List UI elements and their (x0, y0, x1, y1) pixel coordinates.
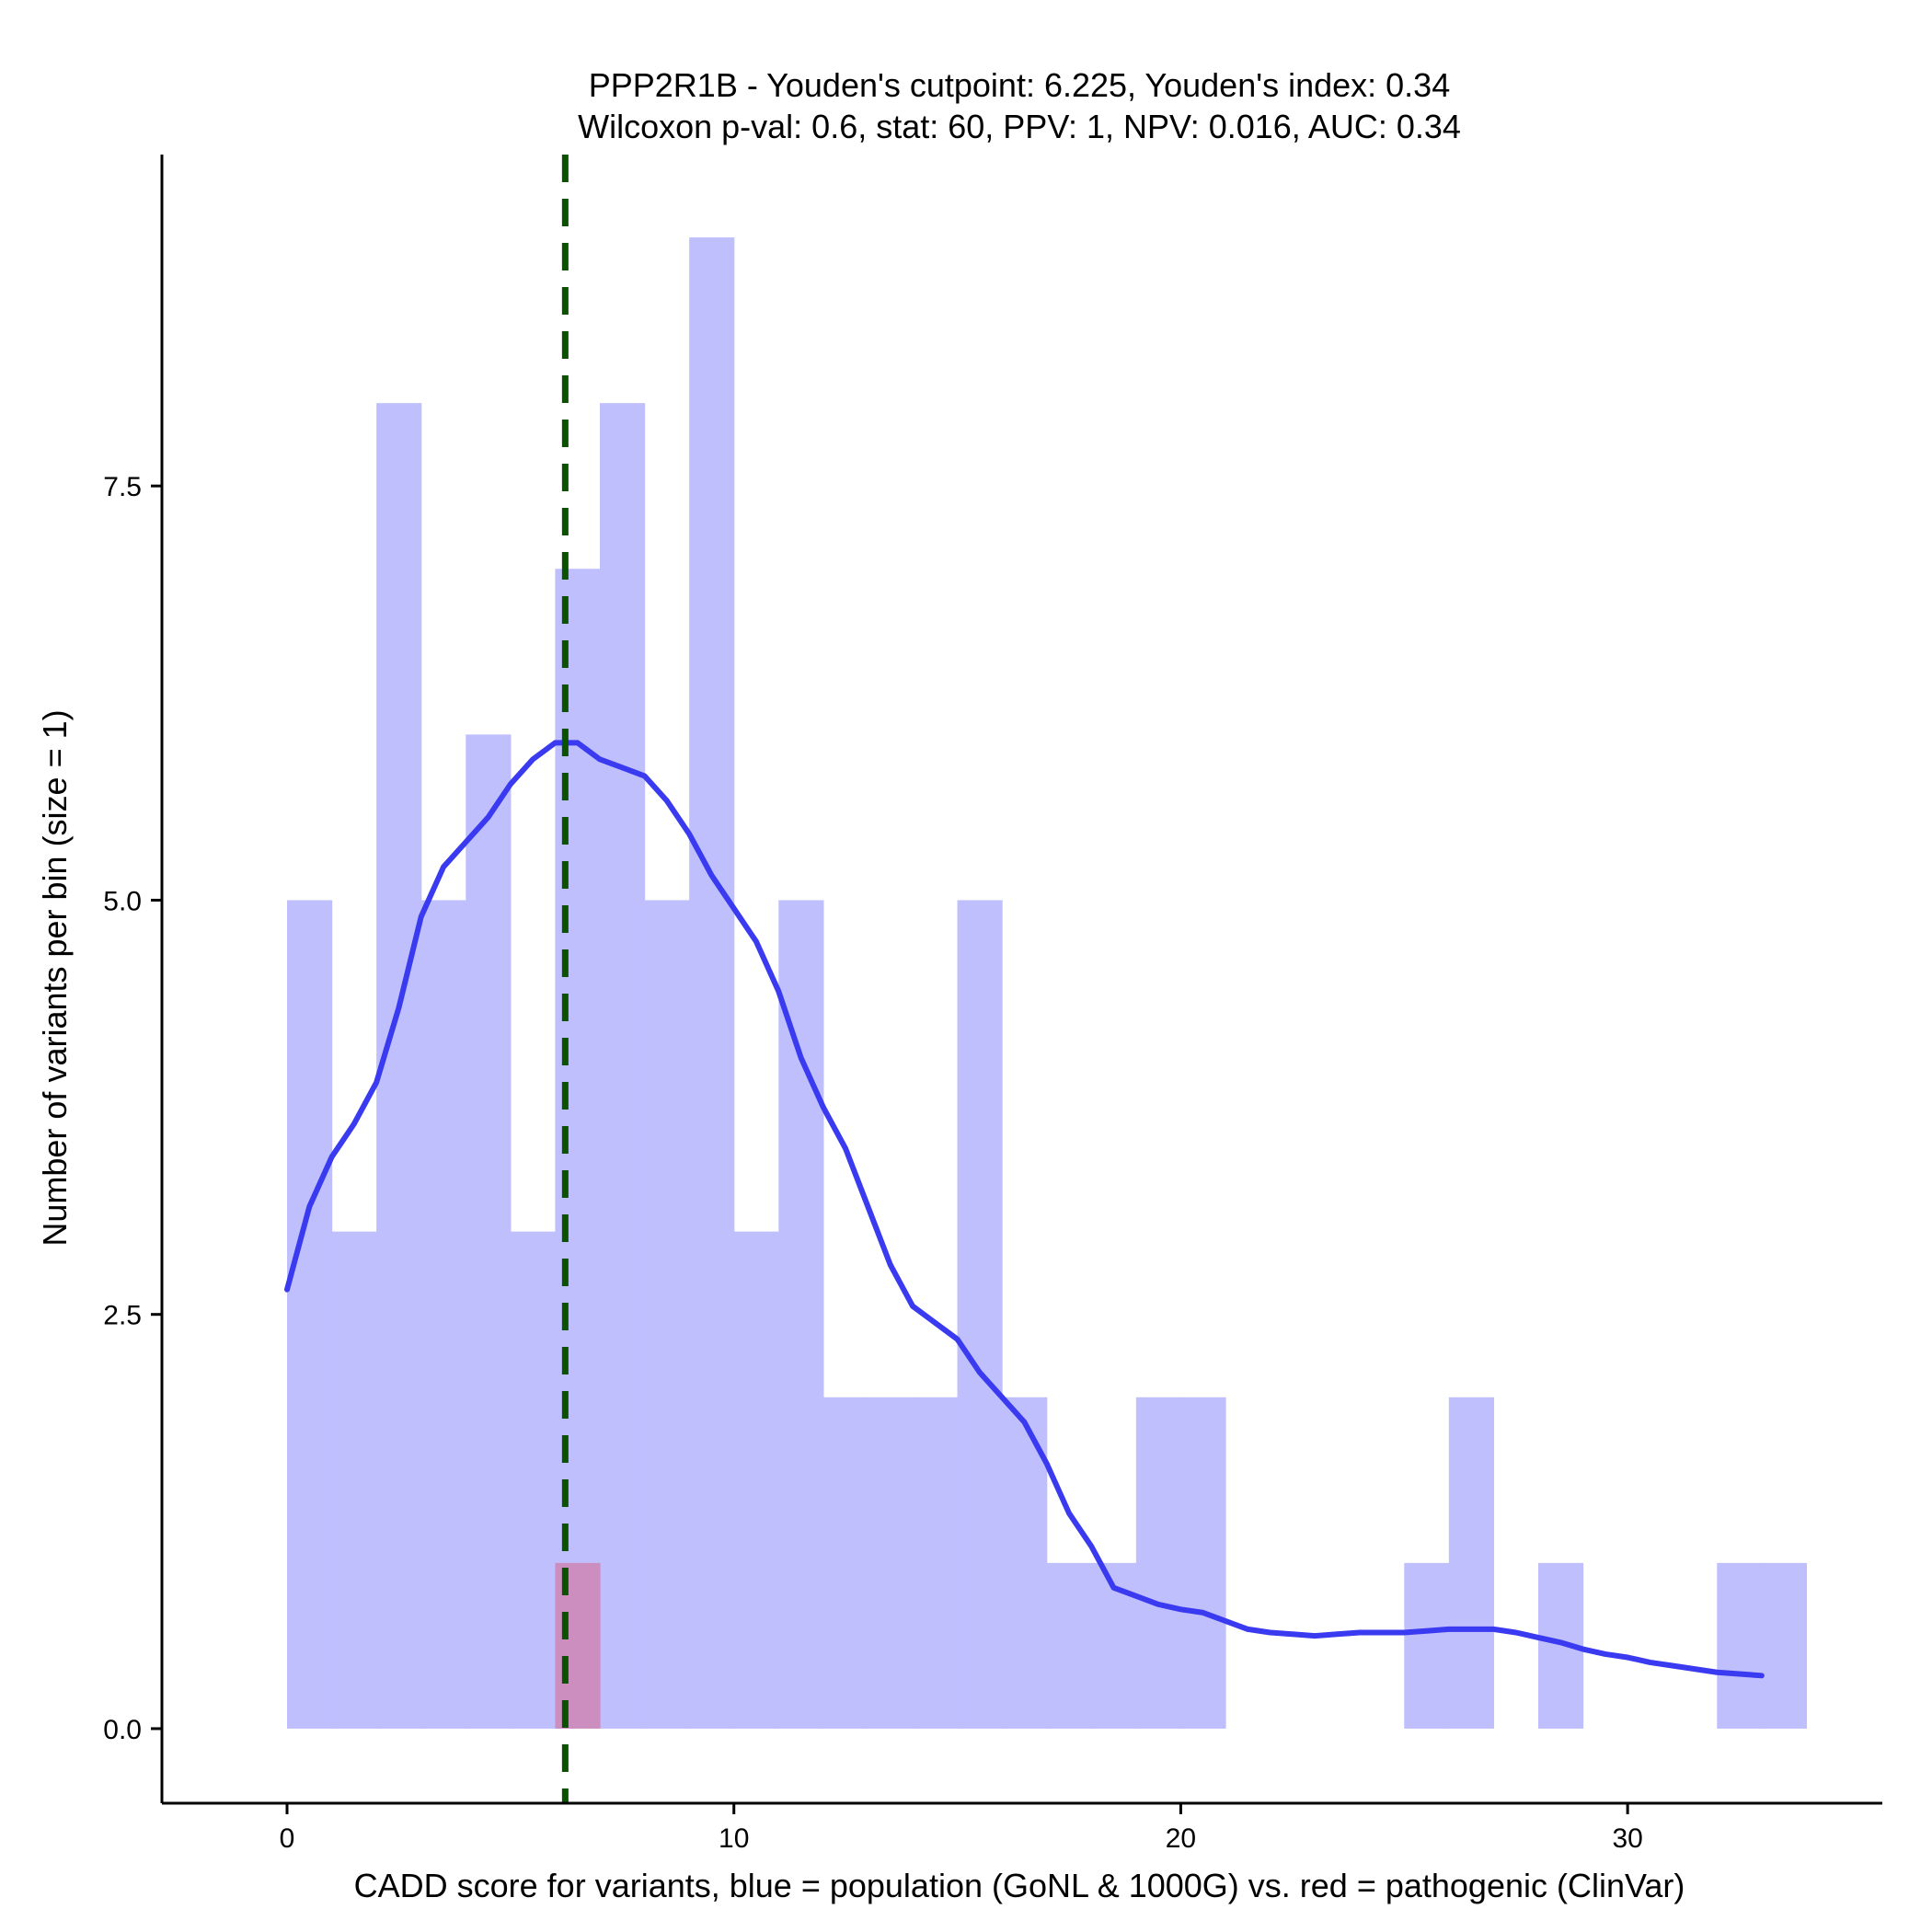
population-bar (420, 900, 466, 1729)
population-bars (287, 237, 1808, 1729)
population-bar (733, 1231, 779, 1729)
population-bar (957, 900, 1003, 1729)
y-ticks: 0.0 2.5 5.0 7.5 (103, 472, 162, 1745)
population-bar (913, 1397, 959, 1729)
y-tick-label: 2.5 (103, 1301, 142, 1331)
x-tick-label: 0 (280, 1823, 295, 1854)
population-bar (1448, 1397, 1495, 1729)
population-bar (287, 900, 333, 1729)
population-bar (1404, 1562, 1450, 1729)
x-tick-label: 10 (719, 1823, 749, 1854)
y-tick-label: 7.5 (103, 472, 142, 502)
population-bar (1761, 1562, 1808, 1729)
population-bar (466, 734, 512, 1729)
population-bar (510, 1231, 557, 1729)
population-bar (778, 900, 824, 1729)
y-tick-label: 0.0 (103, 1715, 142, 1745)
population-bar (644, 900, 690, 1729)
population-bar (1046, 1562, 1092, 1729)
chart-title-line1: PPP2R1B - Youden's cutpoint: 6.225, Youd… (589, 66, 1450, 104)
population-bar (1180, 1397, 1226, 1729)
chart-title-line2: Wilcoxon p-val: 0.6, stat: 60, PPV: 1, N… (578, 108, 1461, 145)
population-bar (822, 1397, 869, 1729)
y-tick-label: 5.0 (103, 886, 142, 916)
population-bar (868, 1397, 914, 1729)
population-bar (600, 403, 646, 1729)
axes (160, 155, 1882, 1805)
x-tick-label: 30 (1612, 1823, 1642, 1854)
population-bar (331, 1231, 377, 1729)
x-tick-label: 20 (1166, 1823, 1196, 1854)
chart-title: PPP2R1B - Youden's cutpoint: 6.225, Youd… (578, 66, 1461, 145)
pathogenic-bar (555, 1562, 601, 1729)
population-bar (1717, 1562, 1763, 1729)
x-ticks: 0 10 20 30 (280, 1803, 1643, 1854)
x-axis-label: CADD score for variants, blue = populati… (354, 1867, 1685, 1904)
density-curve (284, 740, 1765, 1679)
population-bar (689, 237, 735, 1729)
pathogenic-bars (555, 1562, 601, 1729)
y-axis-label: Number of variants per bin (size = 1) (36, 709, 74, 1246)
population-bar (1135, 1397, 1182, 1729)
